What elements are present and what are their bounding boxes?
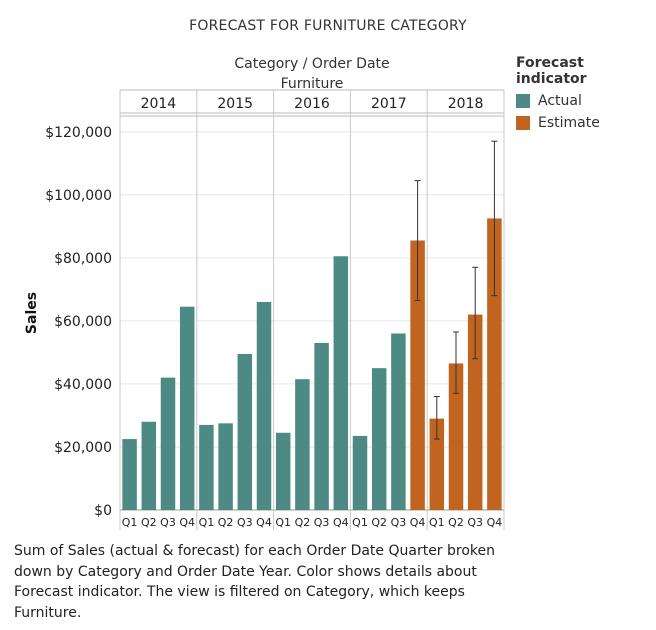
quarter-label: Q1 [199, 516, 215, 529]
bar-2015-q1[interactable] [199, 424, 214, 510]
chart-caption: Sum of Sales (actual & forecast) for eac… [14, 543, 496, 621]
quarter-label: Q4 [333, 516, 349, 529]
quarter-label: Q3 [314, 516, 330, 529]
quarter-label: Q1 [275, 516, 291, 529]
legend-label-estimate: Estimate [538, 115, 600, 131]
sales-forecast-chart: $0 $20,000 $40,000 $60,000 $80,000 $100,000 $1… [24, 56, 505, 530]
bar-2015-q3[interactable] [237, 353, 253, 510]
category-label: Furniture [281, 76, 344, 92]
bar-2014-q3[interactable] [160, 377, 176, 510]
quarter-label: Q1 [429, 516, 445, 529]
bar-2016-q2[interactable] [295, 379, 310, 510]
y-tick-label: $20,000 [54, 440, 112, 456]
quarter-label: Q3 [467, 516, 483, 529]
bar-2018-q2[interactable] [448, 363, 464, 510]
bar-2016-q4[interactable] [333, 256, 349, 510]
y-tick-label: $80,000 [54, 251, 112, 267]
quarter-label: Q3 [391, 516, 407, 529]
quarter-label: Q3 [237, 516, 253, 529]
bar-2018-q4[interactable] [487, 218, 502, 510]
bar-2014-q4[interactable] [179, 306, 195, 510]
bar-2015-q2[interactable] [218, 423, 233, 510]
bar-2014-q2[interactable] [141, 421, 157, 510]
y-tick-label: $120,000 [45, 125, 112, 141]
legend-swatch-estimate [516, 116, 530, 130]
y-tick-label: $100,000 [45, 188, 112, 204]
bar-2016-q3[interactable] [314, 342, 329, 510]
legend-label-actual: Actual [538, 93, 582, 109]
y-tick-label: $0 [94, 503, 112, 519]
legend-title: Forecast indicator [516, 55, 587, 87]
quarter-label: Q4 [410, 516, 426, 529]
legend: Forecast indicator Actual Estimate [516, 55, 656, 134]
quarter-label: Q2 [295, 516, 311, 529]
quarter-label: Q4 [256, 516, 272, 529]
bar-2017-q4[interactable] [410, 240, 425, 510]
bar-2017-q1[interactable] [352, 435, 368, 510]
bar-2016-q1[interactable] [275, 432, 291, 510]
header-label: Category / Order Date [234, 56, 389, 72]
legend-item-estimate[interactable]: Estimate [516, 112, 656, 134]
y-tick-label: $60,000 [54, 314, 112, 330]
year-label: 2014 [141, 96, 177, 112]
chart-title: FORECAST FOR FURNITURE CATEGORY [189, 18, 467, 34]
quarter-label: Q4 [487, 516, 503, 529]
quarter-label: Q2 [218, 516, 234, 529]
bar-2015-q4[interactable] [256, 301, 272, 510]
quarter-label: Q1 [352, 516, 368, 529]
y-axis-label: Sales [24, 292, 40, 334]
y-tick-label: $40,000 [54, 377, 112, 393]
year-label: 2016 [294, 96, 330, 112]
quarter-label: Q2 [141, 516, 157, 529]
quarter-label: Q2 [371, 516, 387, 529]
year-label: 2017 [371, 96, 407, 112]
legend-item-actual[interactable]: Actual [516, 90, 656, 112]
quarter-label: Q4 [179, 516, 195, 529]
bar-2018-q3[interactable] [467, 314, 483, 510]
bar-2014-q1[interactable] [122, 439, 137, 510]
bar-2017-q3[interactable] [391, 333, 406, 510]
quarter-label: Q1 [122, 516, 138, 529]
bar-2018-q1[interactable] [429, 418, 445, 510]
quarter-label: Q3 [160, 516, 176, 529]
year-label: 2018 [448, 96, 484, 112]
legend-swatch-actual [516, 94, 530, 108]
bar-2017-q2[interactable] [371, 368, 387, 510]
quarter-label: Q2 [448, 516, 464, 529]
year-label: 2015 [217, 96, 253, 112]
